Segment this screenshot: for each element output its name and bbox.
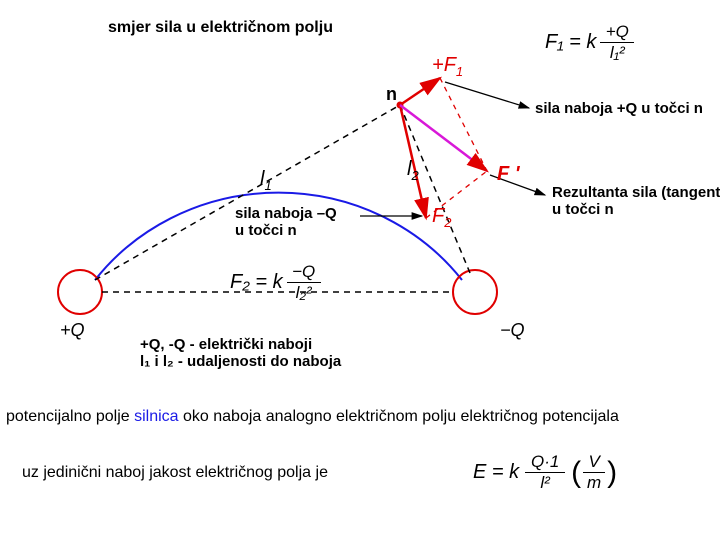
label-n: n [386,84,397,105]
legend: +Q, -Q - električki naboji l₁ i l₂ - uda… [140,336,341,370]
vector-f1 [400,78,440,105]
label-l1: l1 [260,168,272,193]
label-plus-q: +Q [60,320,85,341]
note-resultant: Rezultanta sila (tangenta) u točci n [552,184,720,218]
label-f1: +F1 [432,54,463,79]
note-f1: sila naboja +Q u točci n [535,100,703,117]
label-l2: l2 [407,158,419,183]
label-f2: F2 [432,205,451,230]
distance-l1 [95,105,400,280]
formula-e: E = k Q·1 l² ( V m ) [473,452,617,493]
charge-plus-q [58,270,102,314]
diagram-title: smjer sila u električnom polju [108,19,333,37]
bottom-text-2: uz jedinični naboj jakost električnog po… [22,464,328,482]
parallelogram-side-a [440,78,487,171]
note-line-f1 [445,82,529,108]
bottom-text-1: potencijalno polje silnica oko naboja an… [6,408,619,426]
charge-minus-q [453,270,497,314]
note-f2: sila naboja –Q u točci n [235,205,337,239]
label-fprime: F ' [497,163,520,186]
label-minus-q: −Q [500,320,525,341]
formula-f1: F₁ = k +Q l₁² [545,22,634,63]
formula-f2: F₂ = k −Q l₂² [230,262,321,303]
